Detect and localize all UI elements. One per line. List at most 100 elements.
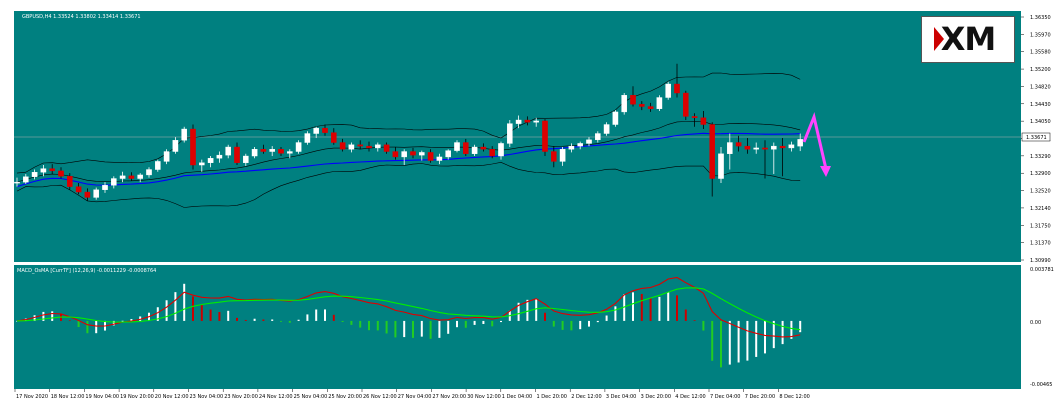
candle-body <box>762 147 768 150</box>
candle <box>146 167 152 178</box>
candle-body <box>595 133 601 141</box>
candle <box>234 142 240 166</box>
candle-body <box>771 145 777 150</box>
macd-histogram-bar <box>658 296 661 321</box>
macd-histogram-bar <box>693 320 696 321</box>
candle-body <box>683 92 689 117</box>
macd-histogram-bar <box>271 319 274 321</box>
macd-histogram-bar <box>746 320 749 361</box>
macd-histogram-bar <box>403 320 406 338</box>
macd-histogram-bar <box>570 320 573 331</box>
candle <box>621 93 627 115</box>
candle-body <box>181 128 188 141</box>
candle-body <box>586 139 592 144</box>
macd-histogram-bar <box>790 320 793 339</box>
macd-histogram-bar <box>42 311 45 321</box>
time-tick-label: 8 Dec 12:00 <box>779 394 809 400</box>
time-tick-label: 3 Dec 20:00 <box>641 394 671 400</box>
macd-histogram-bar <box>667 292 670 321</box>
indicator-header: MACD_OsMA [CurrTF] (12,26,9) -0.0011229 … <box>17 268 156 274</box>
candle <box>58 167 64 179</box>
macd-histogram-bar <box>737 320 740 363</box>
candle-body <box>621 95 627 113</box>
macd-histogram-bar <box>412 320 414 338</box>
macd-histogram-bar <box>728 320 731 365</box>
candle <box>718 147 724 184</box>
macd-histogram-bar <box>324 309 326 321</box>
macd-histogram-bar <box>315 309 318 321</box>
candle <box>198 159 205 172</box>
candle <box>612 110 619 127</box>
candle-body <box>674 83 680 94</box>
macd-histogram-bar <box>68 320 71 322</box>
candle <box>242 153 249 166</box>
candle-body <box>542 120 548 152</box>
candle-body <box>639 104 645 107</box>
candle-body <box>260 149 267 152</box>
candle <box>568 143 575 153</box>
macd-histogram-bar <box>253 318 256 321</box>
candle-body <box>507 123 513 144</box>
price-tick-label: 1.36350 <box>1030 15 1051 21</box>
candle <box>14 177 20 187</box>
candle-body <box>515 119 522 124</box>
candle <box>647 102 654 112</box>
macd-histogram-bar <box>341 320 344 322</box>
candle <box>753 142 759 154</box>
candle <box>779 138 786 177</box>
candle <box>357 140 364 150</box>
macd-histogram-bar <box>77 320 80 328</box>
bollinger-bands <box>16 72 801 208</box>
candle <box>93 187 99 200</box>
price-tick-label: 1.34430 <box>1030 102 1051 108</box>
candle-body <box>14 181 20 184</box>
candle-body <box>304 133 311 143</box>
time-tick-label: 26 Nov 12:00 <box>363 394 397 400</box>
candle <box>251 147 258 159</box>
macd-signal-line <box>16 287 801 331</box>
candle-body <box>58 170 64 177</box>
candle <box>744 138 751 154</box>
candle-body <box>66 176 73 187</box>
macd-histogram-bar <box>456 320 458 328</box>
candle-body <box>128 175 135 179</box>
candle <box>84 188 91 202</box>
candle <box>436 153 443 165</box>
candle <box>75 183 82 195</box>
macd-histogram-bar <box>605 315 608 321</box>
macd-histogram-bar <box>552 320 555 327</box>
candle <box>771 142 777 175</box>
time-tick-label: 20 Nov 12:00 <box>155 394 189 400</box>
macd-tick-label: 0.00 <box>1030 320 1041 326</box>
macd-histogram-bar <box>781 320 784 345</box>
forecast-arrow-icon <box>802 111 831 177</box>
macd-histogram-bar <box>579 320 582 330</box>
macd-histogram-bar <box>121 320 124 322</box>
candle <box>683 90 689 121</box>
candle <box>110 176 117 189</box>
candle <box>23 174 29 184</box>
candle-body <box>445 150 452 158</box>
time-tick-label: 25 Nov 20:00 <box>328 394 362 400</box>
candle <box>586 137 592 147</box>
candle <box>313 126 320 139</box>
candle-body <box>753 147 759 150</box>
time-tick-label: 18 Nov 12:00 <box>51 394 85 400</box>
candle <box>471 144 478 157</box>
symbol-header: GBPUSD,H4 1.33524 1.33802 1.33414 1.3367… <box>22 14 141 20</box>
time-tick-label: 17 Nov 2020 <box>16 394 48 400</box>
candle-body <box>93 189 99 198</box>
candle <box>603 122 610 136</box>
candle-body <box>251 149 258 157</box>
candle-body <box>234 146 240 163</box>
time-tick-label: 3 Dec 04:00 <box>606 394 636 400</box>
candle <box>427 149 434 163</box>
macd-histogram-bar <box>33 315 36 321</box>
candle <box>269 146 276 157</box>
candle <box>463 138 469 157</box>
indicator-pane <box>14 265 1021 389</box>
bollinger-middle <box>16 121 801 183</box>
macd-histogram-bar <box>482 320 485 325</box>
bollinger-upper <box>16 72 801 174</box>
price-tick-label: 1.35970 <box>1030 32 1051 38</box>
